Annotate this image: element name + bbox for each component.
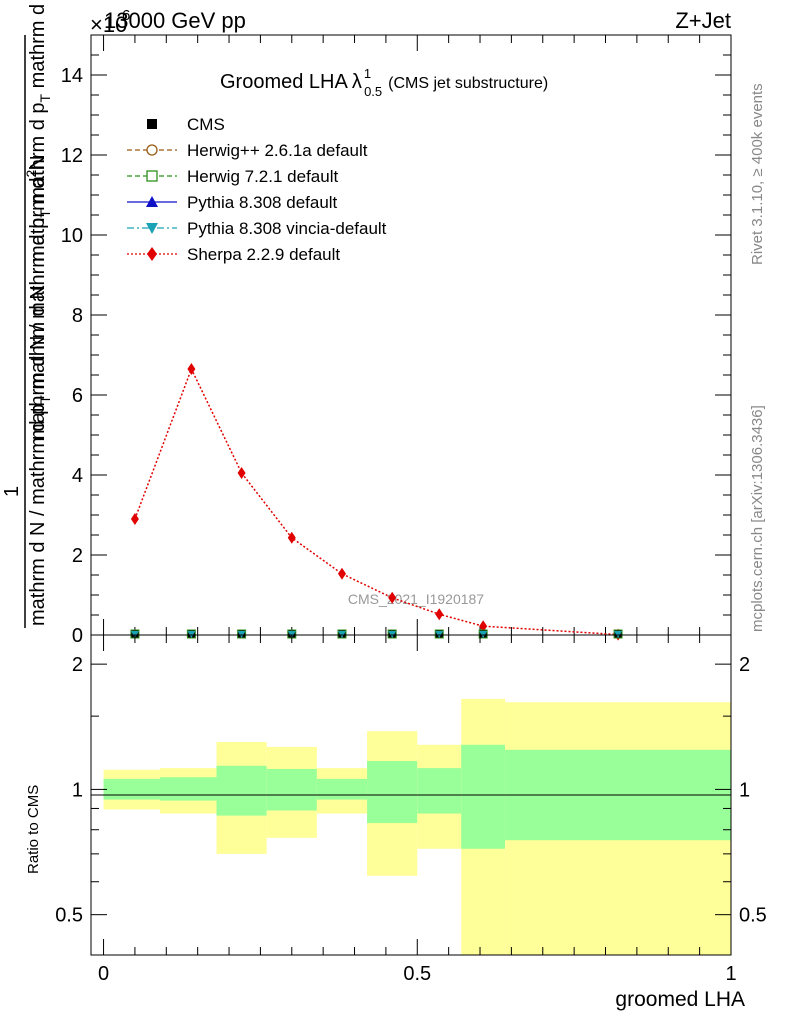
band-inner [160, 777, 217, 801]
header-right-label: Z+Jet [675, 8, 731, 33]
legend-marker-sherpa [147, 247, 157, 261]
legend-marker-cms [147, 119, 157, 129]
sherpa-point [479, 620, 488, 633]
legend-label-vincia: Pythia 8.308 vincia-default [187, 219, 387, 238]
x-tick-label: 0.5 [403, 963, 431, 985]
legend-label-pythia: Pythia 8.308 default [187, 193, 338, 212]
band-inner [103, 778, 161, 800]
plot-title: Groomed LHA λ 1 0.5 (CMS jet substructure) [220, 66, 548, 99]
ylabel-denominator: mathrm d N / mathrm d pT mathrm d N [27, 285, 53, 626]
ratio-x-ticks: 0 0.5 1 [98, 635, 737, 985]
legend: CMS Herwig++ 2.6.1a default Herwig 7.2.1 d… [127, 115, 387, 264]
band-inner [417, 768, 462, 814]
sherpa-point [237, 467, 246, 479]
main-ytick-label: 6 [72, 385, 83, 407]
ratio-ytick-label: 0.5 [55, 905, 83, 927]
main-ytick-label: 2 [72, 545, 83, 567]
main-ytick-label: 10 [61, 225, 83, 247]
ylabel-one: 1 [1, 486, 23, 497]
x-axis-label: groomed LHA [615, 988, 745, 1011]
uncertainty-bands [103, 698, 731, 955]
legend-marker-herwigpp [146, 144, 158, 156]
ylabel-numerator-line: mathrm d N / mathrm d pT mathrm d pT mat… [27, 0, 53, 440]
mcplots-label: mcplots.cern.ch [arXiv:1306.3436] [749, 405, 766, 632]
ratio-ytick-label: 1 [72, 779, 83, 801]
ratio-ytick-label-right: 0.5 [739, 905, 767, 927]
watermark: CMS_2021_I1920187 [348, 591, 484, 607]
sherpa-point [187, 363, 196, 375]
ylabel-numerator: mathrm d2N [23, 155, 49, 262]
x-tick-label: 0 [98, 963, 109, 985]
legend-marker-pythia [146, 196, 158, 207]
main-ytick-label: 8 [72, 305, 83, 327]
ratio-y-axis-label: Ratio to CMS [25, 785, 42, 874]
legend-label-herwigpp: Herwig++ 2.6.1a default [187, 141, 368, 160]
main-ytick-label: 0 [72, 625, 83, 647]
sherpa-point [287, 531, 296, 544]
ratio-ytick-label-right: 1 [739, 779, 750, 801]
x-tick-label: 1 [725, 963, 736, 985]
ratio-ytick-label-right: 2 [739, 654, 750, 676]
main-ytick-label: 12 [61, 145, 83, 167]
main-x-ticks [103, 35, 732, 635]
ratio-y-ticks: 0.5 0.5 1 1 2 2 [55, 654, 767, 927]
sherpa-point [388, 591, 397, 604]
legend-label-cms: CMS [187, 115, 225, 134]
main-y-ticks: 0 2 4 6 8 10 12 14 [61, 34, 731, 647]
ratio-ytick-label: 2 [72, 654, 83, 676]
header-left-label: 13000 GeV pp [104, 8, 246, 33]
header-exponent-power: 6 [122, 7, 130, 24]
legend-marker-vincia [146, 223, 158, 234]
band-inner [316, 778, 368, 800]
legend-marker-herwig7 [146, 170, 158, 182]
header-exponent: ×10 [90, 12, 127, 37]
sherpa-point [130, 513, 139, 525]
ratio-plot-frame [90, 634, 732, 956]
band-inner [266, 768, 317, 811]
main-y-axis-label: mathrm d2N mathrm d N / mathrm d pT math… [1, 0, 53, 628]
rivet-label: Rivet 3.1.10, ≥ 400k events [749, 83, 766, 265]
legend-label-sherpa: Sherpa 2.2.9 default [187, 245, 340, 264]
sherpa-point [337, 567, 346, 580]
band-inner [461, 744, 506, 849]
sherpa-point [435, 608, 444, 621]
ratio-plot: 0.5 0.51 12 2 0 0.5 1 Ratio to CMS groomed LH… [25, 634, 767, 1011]
band-inner [216, 765, 267, 816]
main-plot: 0 2 4 6 8 10 12 14 CMS_2021_I1920187 Groomed LH… [61, 34, 732, 647]
legend-label-herwig7: Herwig 7.2.1 default [187, 167, 338, 186]
band-inner [367, 761, 418, 824]
main-ytick-label: 14 [61, 65, 83, 87]
main-ytick-label: 4 [72, 465, 83, 487]
